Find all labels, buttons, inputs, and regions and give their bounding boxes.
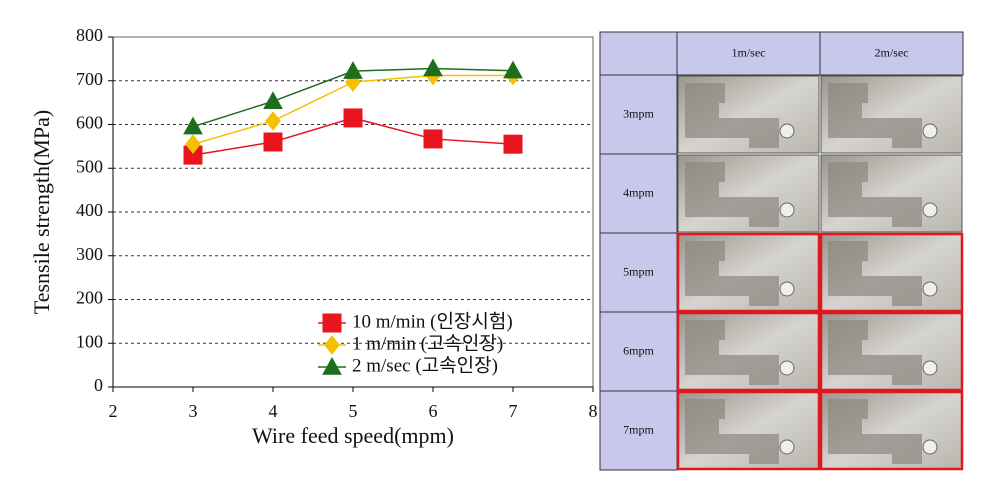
row-header-cell: [599, 390, 678, 471]
specimen-hole: [922, 439, 938, 455]
table-header-cell: [599, 31, 678, 76]
row-header: 4mpm: [623, 185, 654, 199]
x-tick-label: 2: [109, 401, 118, 421]
x-tick-label: 5: [349, 401, 358, 421]
x-tick-label: 8: [589, 401, 598, 421]
specimen: [685, 241, 779, 306]
x-tick-label: 4: [269, 401, 278, 421]
y-tick-label: 600: [76, 113, 103, 133]
specimen: [685, 399, 779, 464]
legend-marker: [324, 335, 340, 355]
y-tick-label: 0: [94, 375, 103, 395]
legend-marker: [322, 356, 342, 375]
row-header: 7mpm: [623, 422, 654, 436]
specimen: [828, 241, 922, 306]
row-header-cell: [599, 311, 678, 392]
y-tick-label: 400: [76, 200, 103, 220]
legend-marker: [322, 313, 342, 333]
marker: [183, 116, 203, 135]
specimen: [828, 320, 922, 385]
specimen: [828, 83, 922, 148]
marker: [265, 111, 281, 131]
marker: [263, 132, 283, 152]
row-header-cell: [599, 232, 678, 313]
specimen-hole: [779, 360, 795, 376]
marker: [185, 134, 201, 154]
y-tick-label: 500: [76, 156, 103, 176]
marker: [423, 129, 443, 149]
x-tick-label: 3: [189, 401, 198, 421]
specimen-hole: [922, 281, 938, 297]
table-header-cell: [676, 31, 821, 76]
y-tick-label: 100: [76, 331, 103, 351]
row-header: 5mpm: [623, 264, 654, 278]
legend-label: 10 m/min (인장시험): [352, 310, 513, 332]
legend-label: 2 m/sec (고속인장): [352, 354, 498, 376]
specimen-hole: [922, 360, 938, 376]
y-tick-label: 300: [76, 244, 103, 264]
row-header: 3mpm: [623, 106, 654, 120]
specimen-hole: [779, 123, 795, 139]
row-header: 6mpm: [623, 343, 654, 357]
marker: [503, 60, 523, 79]
y-tick-label: 800: [76, 25, 103, 45]
x-axis-title: Wire feed speed(mpm): [252, 423, 454, 448]
marker: [503, 134, 523, 154]
y-axis-title: Tesnsile strength(MPa): [29, 110, 54, 314]
specimen: [828, 399, 922, 464]
marker: [343, 61, 363, 79]
specimen-hole: [779, 202, 795, 218]
marker: [343, 108, 363, 128]
marker: [423, 58, 443, 77]
specimen: [685, 320, 779, 385]
specimen-hole: [779, 281, 795, 297]
specimen: [685, 162, 779, 227]
column-header: 1m/sec: [732, 45, 766, 59]
row-header-cell: [599, 153, 678, 234]
y-tick-label: 700: [76, 69, 103, 89]
marker: [263, 91, 283, 110]
row-header-cell: [599, 74, 678, 155]
table-header-cell: [819, 31, 964, 76]
y-tick-label: 200: [76, 288, 103, 308]
specimen-hole: [779, 439, 795, 455]
legend-label: 1 m/min (고속인장): [352, 332, 503, 354]
specimen-hole: [922, 123, 938, 139]
specimen-hole: [922, 202, 938, 218]
specimen: [685, 83, 779, 148]
x-tick-label: 6: [429, 401, 438, 421]
column-header: 2m/sec: [875, 45, 909, 59]
specimen: [828, 162, 922, 227]
x-tick-label: 7: [509, 401, 518, 421]
